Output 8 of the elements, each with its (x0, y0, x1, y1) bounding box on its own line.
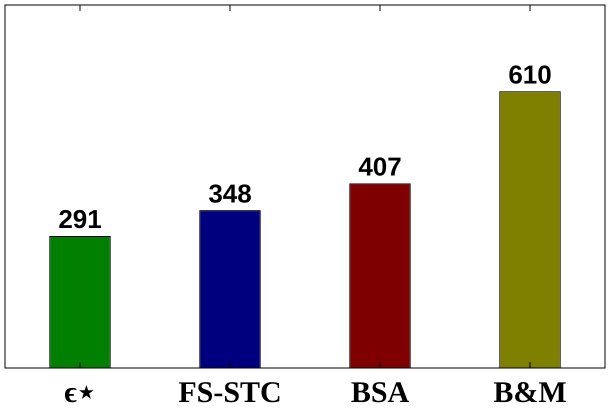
x-tick-label: ϵ⋆ (64, 376, 96, 409)
data-label: 291 (58, 204, 102, 234)
x-tick-label: FS-STC (178, 376, 282, 409)
data-label: 610 (508, 59, 552, 90)
x-tick-label: B&M (493, 376, 567, 409)
data-label: 348 (208, 178, 252, 208)
x-tick-label: BSA (350, 376, 410, 409)
data-label: 407 (358, 151, 402, 182)
